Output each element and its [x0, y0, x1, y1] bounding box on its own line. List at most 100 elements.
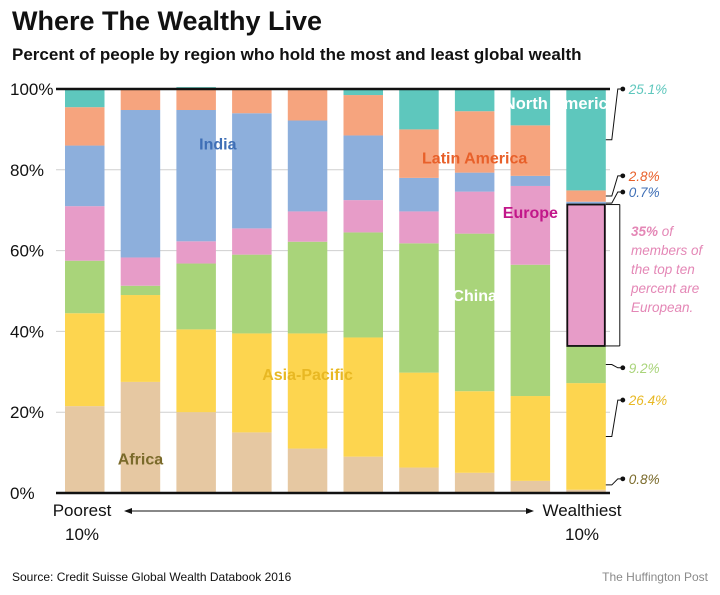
bar-segment-africa — [65, 406, 105, 493]
bar-segment-europe — [510, 185, 551, 265]
y-tick-label: 60% — [10, 242, 44, 261]
bar-segment-europe — [399, 211, 439, 244]
bar-segment-africa — [176, 412, 216, 493]
bar-segment-europe — [65, 206, 105, 261]
bar-segment-india — [566, 201, 606, 205]
bar-segment-latin-america — [232, 89, 272, 114]
chart-title: Where The Wealthy Live — [12, 6, 323, 36]
bar-segment-china — [510, 264, 551, 397]
bar-segment-asia-pacific — [454, 391, 495, 473]
bar-segment-china — [399, 243, 439, 373]
series-label-china: China — [452, 288, 497, 305]
x-label-wealthiest: Wealthiest — [542, 501, 621, 520]
bar-segment-latin-america — [566, 190, 606, 202]
series-label-europe: Europe — [503, 205, 558, 222]
bar-segment-china — [566, 345, 606, 384]
annotation-dot — [620, 476, 626, 482]
y-tick-label: 40% — [10, 322, 44, 341]
y-tick-label: 80% — [10, 161, 44, 180]
bar-segment-india — [287, 120, 328, 212]
annotation-dot — [620, 365, 626, 371]
bar-segment-north-america — [65, 89, 105, 108]
bar-segment-north-america — [454, 89, 495, 112]
annotation-leader — [605, 364, 622, 369]
arrow-head-left — [124, 508, 132, 514]
bar-segment-latin-america — [343, 95, 383, 136]
bar-segment-africa — [343, 456, 383, 493]
x-label-poorest: Poorest — [53, 501, 112, 520]
bar-segment-india — [232, 113, 272, 229]
bar-segment-china — [176, 263, 216, 330]
bar-segment-africa — [566, 489, 606, 493]
series-label-latin-america: Latin America — [422, 151, 527, 168]
bar-segment-north-america — [176, 86, 216, 88]
bar-segment-asia-pacific — [566, 383, 606, 490]
bar-segment-africa — [510, 480, 551, 493]
bar-segment-north-america — [566, 89, 606, 191]
chart-subtitle: Percent of people by region who hold the… — [12, 45, 582, 64]
bar-segment-india — [65, 145, 105, 207]
annotation-label-africa: 0.8% — [629, 472, 660, 487]
europe-annotation-text: of members of the top ten percent are Eu… — [631, 224, 703, 315]
bar-segment-latin-america — [510, 125, 551, 176]
europe-annotation-note: 35% of members of the top ten percent ar… — [631, 222, 717, 317]
annotation-leader — [605, 175, 622, 197]
annotation-dot — [620, 86, 626, 92]
series-label-india: India — [199, 137, 236, 154]
europe-annotation-percent: 35% — [631, 224, 659, 239]
annotation-leader — [605, 88, 622, 141]
bar-segment-europe — [343, 200, 383, 233]
bar-segment-asia-pacific — [120, 295, 161, 382]
bar-segment-china — [65, 260, 105, 314]
arrow-head-right — [526, 508, 534, 514]
bar-segment-north-america — [343, 89, 383, 96]
annotation-dot — [620, 397, 626, 403]
annotation-leader — [605, 478, 622, 486]
source-note: Source: Credit Suisse Global Wealth Data… — [12, 570, 292, 584]
bar-segment-asia-pacific — [287, 333, 328, 449]
bar-segment-europe — [232, 228, 272, 255]
bar-segment-africa — [287, 448, 328, 493]
bar-segment-asia-pacific — [176, 329, 216, 413]
bar-segment-india — [176, 110, 216, 242]
bar-segment-latin-america — [120, 89, 161, 111]
annotation-label-india: 0.7% — [629, 185, 660, 200]
publisher-credit: The Huffington Post — [602, 570, 708, 584]
annotation-dot — [620, 173, 626, 179]
bar-segment-africa — [232, 432, 272, 493]
bar-segment-europe — [566, 204, 606, 346]
bar-segment-asia-pacific — [343, 337, 383, 457]
annotation-dot — [620, 189, 626, 195]
series-label-north-america: North America — [504, 95, 618, 113]
x-label-poorest-pct: 10% — [65, 525, 99, 544]
bar-segment-asia-pacific — [232, 333, 272, 433]
bar-segment-china — [287, 241, 328, 334]
annotation-label-north-america: 25.1% — [628, 82, 667, 97]
europe-highlight-box — [566, 203, 606, 347]
bar-segment-north-america — [399, 89, 439, 130]
bar-segment-africa — [454, 472, 495, 493]
bar-segment-europe — [120, 257, 161, 286]
bar-segment-india — [120, 110, 161, 258]
bar-segment-china — [343, 232, 383, 338]
annotation-leader — [605, 191, 622, 204]
bar-segment-latin-america — [287, 89, 328, 121]
series-label-africa: Africa — [118, 452, 163, 469]
y-tick-label: 20% — [10, 403, 44, 422]
bar-segment-europe — [176, 241, 216, 264]
bar-segment-latin-america — [65, 107, 105, 146]
bar-segment-europe — [454, 191, 495, 234]
bar-segment-latin-america — [454, 111, 495, 173]
y-tick-label: 100% — [10, 80, 53, 99]
bar-segment-latin-america — [176, 87, 216, 111]
bar-segment-africa — [399, 467, 439, 493]
bar-segment-china — [232, 254, 272, 334]
bar-segment-asia-pacific — [399, 372, 439, 468]
annotation-leader — [605, 399, 622, 437]
x-label-wealthiest-pct: 10% — [565, 525, 599, 544]
bar-segment-india — [510, 175, 551, 186]
bar-segment-africa — [120, 381, 161, 493]
bar-segment-india — [343, 135, 383, 201]
annotation-label-asia-pacific: 26.4% — [628, 393, 667, 408]
